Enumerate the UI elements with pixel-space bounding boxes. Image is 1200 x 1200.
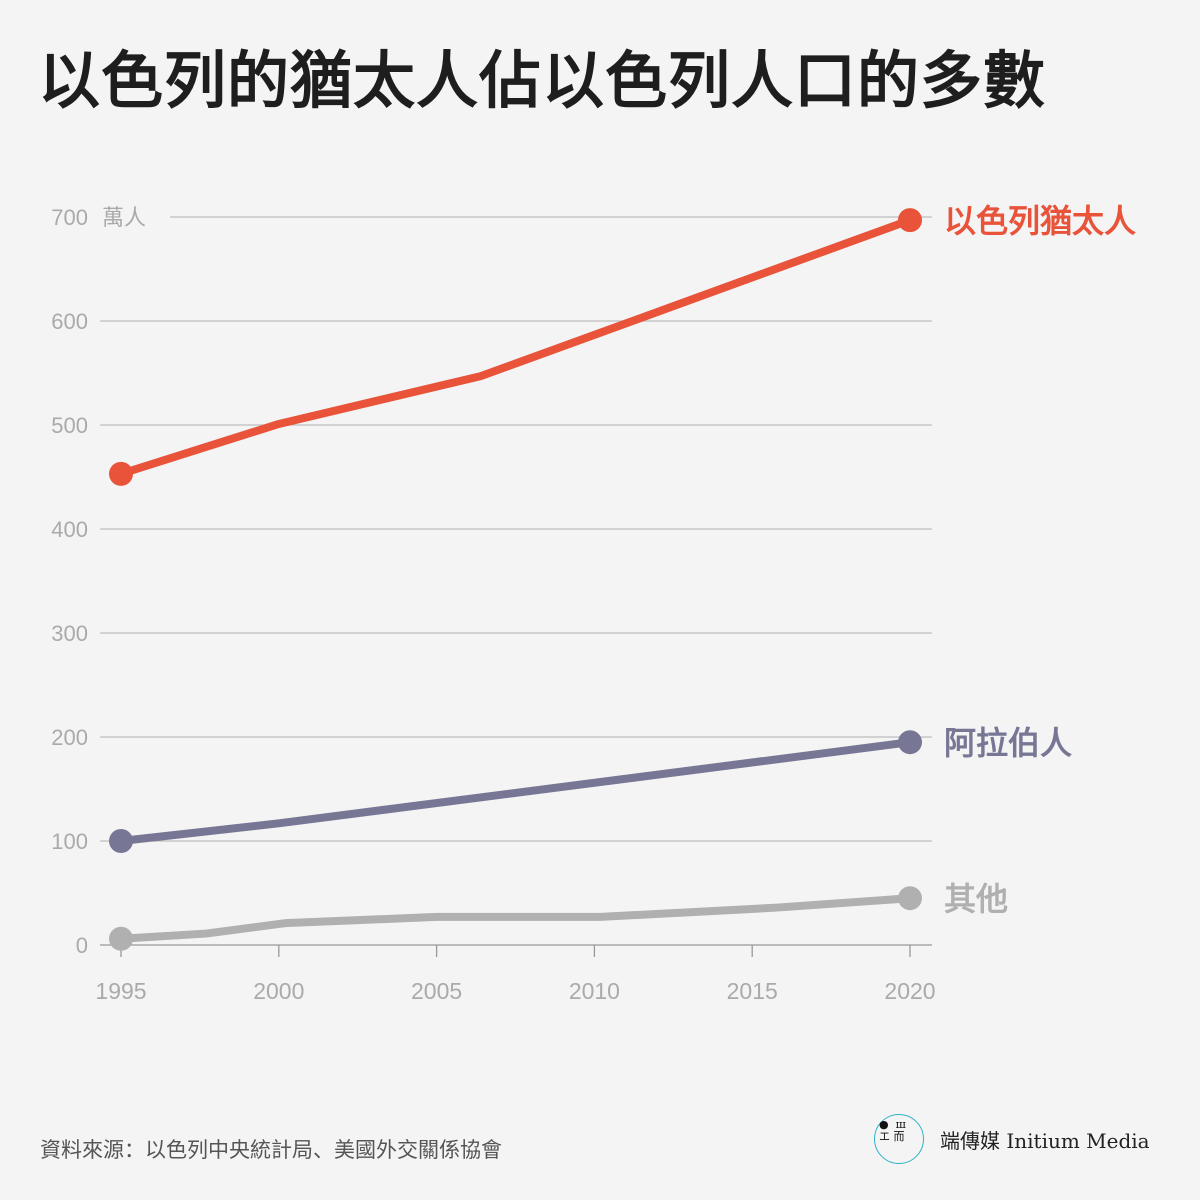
start-point — [109, 926, 133, 951]
series-label: 以色列猶太人 — [944, 202, 1136, 240]
y-tick-label: 700 — [51, 205, 88, 230]
y-tick-label: 600 — [51, 309, 88, 334]
y-tick-label: 100 — [51, 829, 88, 854]
y-tick-label: 200 — [51, 725, 88, 750]
y-unit-label: 萬人 — [102, 206, 146, 231]
start-point — [109, 829, 133, 853]
chart-title: 以色列的猶太人佔以色列人口的多數 — [38, 44, 1047, 117]
x-tick-label: 2015 — [727, 978, 778, 1004]
end-point — [898, 730, 922, 755]
y-tick-label: 400 — [51, 517, 88, 542]
x-tick-label: 2005 — [411, 978, 462, 1004]
y-tick-label: 300 — [51, 621, 88, 646]
logo-text: 端傳媒 Initium Media — [940, 1128, 1150, 1153]
x-tick-label: 2010 — [569, 978, 620, 1004]
x-tick-label: 2000 — [253, 978, 304, 1004]
series-line — [120, 894, 911, 943]
x-tick-label: 1995 — [95, 978, 146, 1004]
initium-media-logo: ● ш エ 而 端傳媒 Initium Media — [874, 1114, 1150, 1164]
series-label: 其他 — [944, 880, 1008, 918]
source-note: 資料來源：以色列中央統計局、美國外交關係協會 — [40, 1138, 502, 1162]
series-line — [119, 216, 912, 478]
x-tick-label: 2020 — [884, 978, 935, 1004]
end-point — [898, 886, 922, 911]
series-line — [120, 738, 911, 845]
y-tick-label: 500 — [51, 413, 88, 438]
series-label: 阿拉伯人 — [944, 724, 1072, 762]
end-point — [898, 208, 922, 233]
start-point — [109, 461, 133, 486]
logo-icon: ● ш エ 而 — [874, 1114, 924, 1164]
y-tick-label: 0 — [76, 933, 88, 958]
